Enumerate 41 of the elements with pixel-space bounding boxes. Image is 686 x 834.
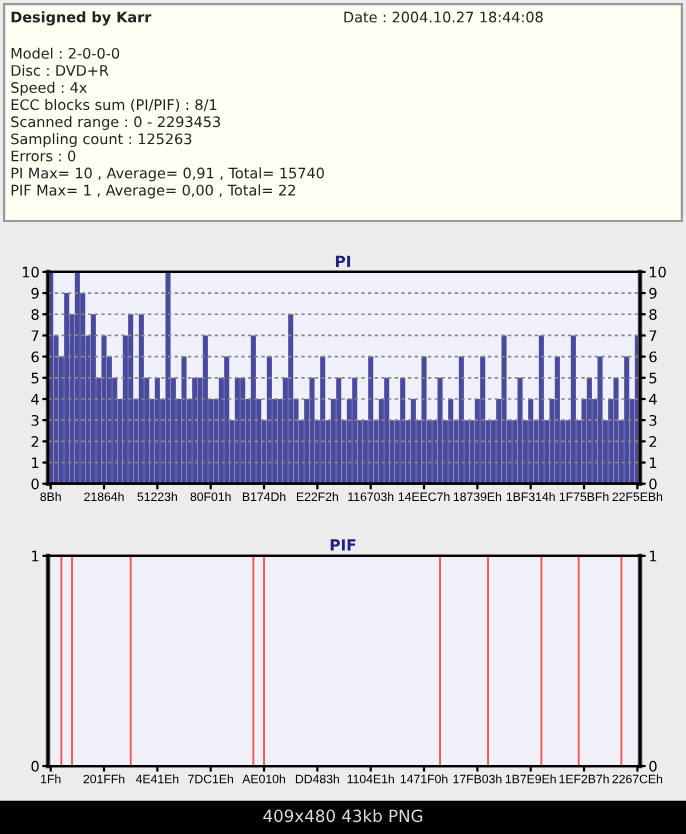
bar (586, 377, 592, 484)
text: 409x480 43kb PNG (263, 809, 423, 823)
bar (400, 377, 406, 484)
bar (202, 335, 208, 484)
bar (480, 356, 486, 484)
bar (128, 314, 134, 484)
bar (554, 356, 560, 484)
bar (437, 377, 443, 484)
bar (154, 377, 160, 484)
bar (266, 356, 272, 484)
bar (501, 335, 507, 484)
bar (288, 314, 294, 484)
bar (538, 335, 544, 484)
bar (458, 356, 464, 484)
bar (240, 377, 246, 484)
bar (138, 314, 144, 484)
bar (181, 356, 187, 484)
bar (368, 356, 374, 484)
bar (320, 356, 326, 484)
bar (336, 377, 342, 484)
bar (528, 398, 534, 484)
bar (64, 293, 70, 484)
bar (90, 314, 96, 484)
bar (224, 356, 230, 484)
bar (421, 356, 427, 484)
bar (384, 377, 390, 484)
bar (74, 271, 80, 484)
bar (192, 377, 198, 484)
bar (517, 377, 523, 484)
bar (250, 335, 256, 484)
bar (570, 335, 576, 484)
bar (352, 377, 358, 484)
bar (309, 377, 315, 484)
bar (597, 356, 603, 484)
bar (234, 377, 240, 484)
bar (624, 356, 630, 484)
bar (165, 271, 171, 484)
bar (448, 398, 454, 484)
bar (410, 398, 416, 484)
bar (613, 377, 619, 484)
bar (101, 335, 107, 484)
